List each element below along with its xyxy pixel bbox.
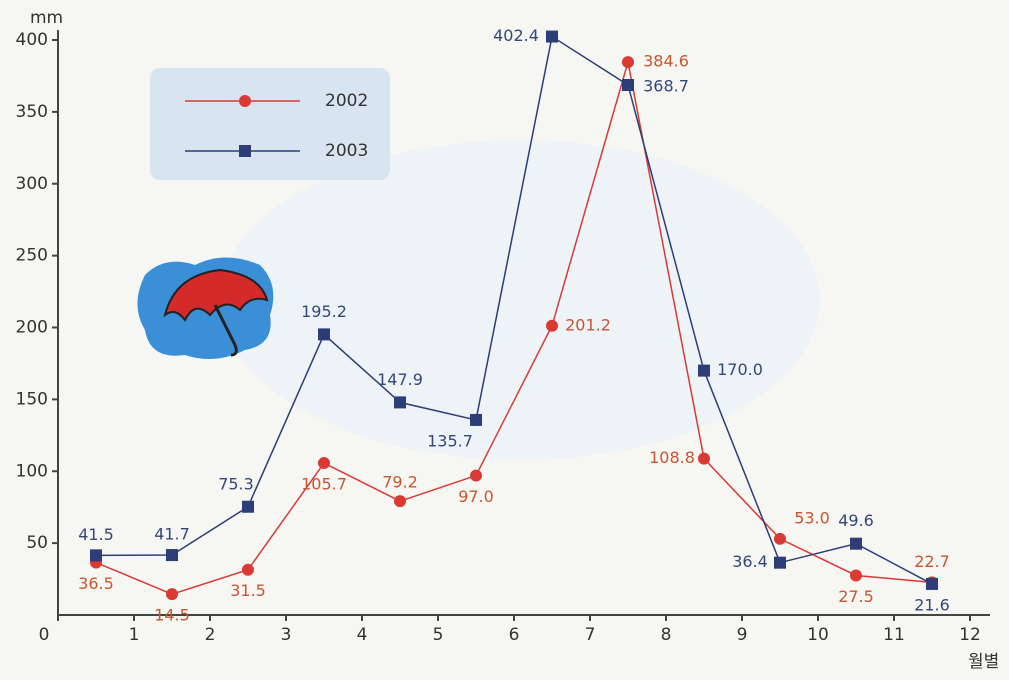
x-tick-label: 11 xyxy=(883,625,905,645)
y-tick-label: 350 xyxy=(16,102,48,122)
y-tick-label: 50 xyxy=(26,533,48,553)
value-label: 21.6 xyxy=(914,595,950,614)
marker xyxy=(394,396,406,409)
marker xyxy=(926,577,938,590)
value-label: 36.5 xyxy=(78,574,114,593)
value-label: 27.5 xyxy=(838,587,874,606)
x-tick-label: 5 xyxy=(433,625,444,645)
y-tick-label: 150 xyxy=(16,389,48,409)
legend-marker xyxy=(239,145,251,157)
x-axis-label: 월별 xyxy=(968,652,999,672)
marker xyxy=(698,364,710,377)
legend: 2002 2003 xyxy=(150,68,390,180)
y-axis-label: mm xyxy=(30,8,63,28)
series-line xyxy=(95,35,933,585)
value-label: 75.3 xyxy=(218,474,254,493)
value-label: 41.5 xyxy=(78,525,114,544)
marker xyxy=(318,457,330,470)
x-tick-label: 6 xyxy=(509,625,520,645)
x-tick-label: 12 xyxy=(959,625,981,645)
marker xyxy=(394,495,406,508)
marker xyxy=(774,556,786,569)
value-label: 31.5 xyxy=(230,581,266,600)
value-label: 108.8 xyxy=(649,448,695,467)
marker xyxy=(166,588,178,601)
canopy xyxy=(163,268,269,322)
marker xyxy=(622,78,634,91)
marker xyxy=(470,413,482,426)
value-label: 41.7 xyxy=(154,525,190,544)
y-tick-label: 200 xyxy=(16,318,48,338)
marker xyxy=(166,549,178,562)
value-label: 135.7 xyxy=(427,431,473,450)
y-tick-label: 250 xyxy=(16,246,48,266)
x-tick-label: 8 xyxy=(661,625,672,645)
x-tick-label: 10 xyxy=(807,625,829,645)
x-tick-label: 0 xyxy=(39,625,50,645)
value-label: 105.7 xyxy=(301,475,347,494)
marker xyxy=(318,328,330,341)
series-line xyxy=(95,61,933,595)
marker xyxy=(774,532,786,545)
marker xyxy=(850,569,862,582)
value-label: 36.4 xyxy=(732,552,768,571)
x-tick-label: 1 xyxy=(129,625,140,645)
value-label: 195.2 xyxy=(301,302,347,321)
marker xyxy=(622,56,634,69)
handle xyxy=(213,304,238,357)
x-tick-label: 3 xyxy=(281,625,292,645)
legend-box xyxy=(150,68,390,180)
marker xyxy=(470,469,482,482)
x-tick-label: 2 xyxy=(205,625,216,645)
marker xyxy=(242,563,254,576)
umbrella-icon xyxy=(137,257,274,359)
value-label: 201.2 xyxy=(565,315,611,334)
value-label: 402.4 xyxy=(493,26,539,45)
value-label: 14.5 xyxy=(154,606,190,625)
x-tick-label: 4 xyxy=(357,625,368,645)
value-label: 384.6 xyxy=(643,52,689,71)
marker xyxy=(698,452,710,465)
y-tick-label: 400 xyxy=(16,30,48,50)
value-label: 368.7 xyxy=(643,76,689,95)
y-tick-label: 100 xyxy=(16,461,48,481)
marker xyxy=(90,549,102,562)
x-tick-label: 9 xyxy=(737,625,748,645)
legend-label: 2003 xyxy=(325,141,368,161)
value-label: 49.6 xyxy=(838,511,874,530)
value-label: 147.9 xyxy=(377,370,423,389)
marker xyxy=(242,500,254,513)
marker xyxy=(546,319,558,332)
x-tick-label: 7 xyxy=(585,625,596,645)
value-label: 53.0 xyxy=(794,508,830,527)
legend-marker xyxy=(239,95,251,107)
y-tick-label: 300 xyxy=(16,174,48,194)
value-label: 79.2 xyxy=(382,473,418,492)
marker xyxy=(850,537,862,550)
value-label: 170.0 xyxy=(717,360,763,379)
backdrop xyxy=(220,140,820,460)
marker xyxy=(546,30,558,43)
legend-label: 2002 xyxy=(325,91,368,111)
value-label: 97.0 xyxy=(458,487,494,506)
value-label: 22.7 xyxy=(914,552,950,571)
